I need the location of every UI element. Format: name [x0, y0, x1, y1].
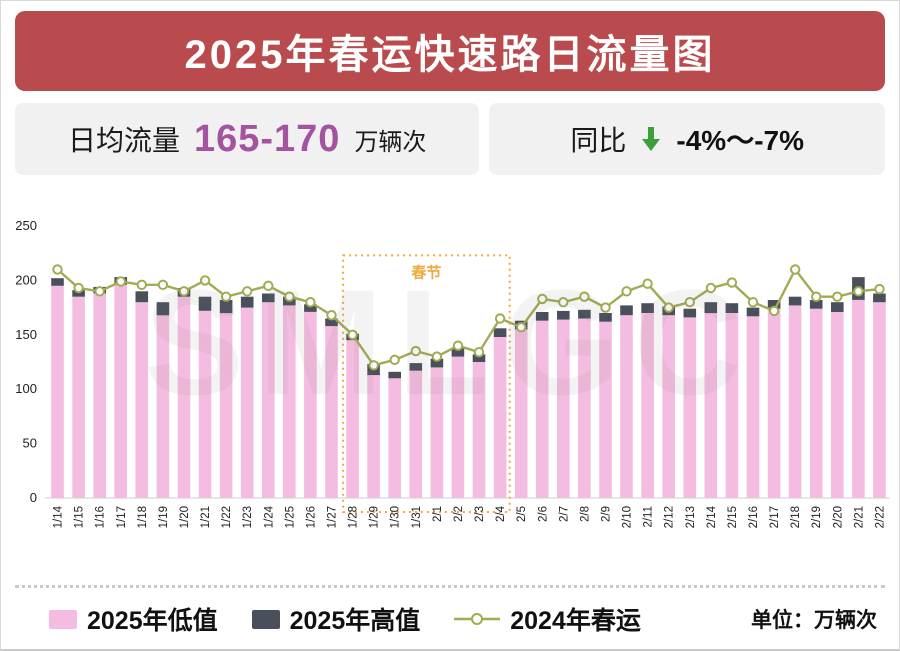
- svg-text:1/22: 1/22: [221, 506, 233, 528]
- dotted-divider: [15, 585, 885, 588]
- svg-text:1/24: 1/24: [263, 505, 275, 528]
- daily-flow-value: 165-170: [193, 117, 341, 160]
- svg-text:2/4: 2/4: [495, 505, 507, 522]
- yoy-value: -4%～-7%: [676, 125, 804, 156]
- svg-text:1/29: 1/29: [369, 506, 381, 528]
- svg-text:1/28: 1/28: [348, 506, 360, 528]
- x-axis-labels: 1/14 1/15 1/16 1/17 1/18 1/19 1/20 1/21 1/22 1/23…: [53, 505, 887, 528]
- svg-text:1/26: 1/26: [305, 506, 317, 528]
- svg-text:2/17: 2/17: [769, 506, 781, 528]
- svg-text:150: 150: [15, 327, 37, 342]
- svg-text:1/21: 1/21: [200, 506, 212, 528]
- svg-text:2/22: 2/22: [875, 506, 887, 528]
- svg-text:1/18: 1/18: [137, 506, 149, 528]
- legend: 2025年低值 2025年高值 2024年春运 单位：万辆次: [49, 601, 877, 637]
- svg-text:2/14: 2/14: [706, 505, 718, 528]
- svg-text:1/16: 1/16: [95, 506, 107, 528]
- svg-text:200: 200: [15, 272, 37, 287]
- svg-text:100: 100: [15, 381, 37, 396]
- svg-text:2/12: 2/12: [664, 506, 676, 528]
- svg-text:2/5: 2/5: [516, 506, 528, 522]
- svg-text:50: 50: [23, 436, 37, 451]
- svg-text:2/13: 2/13: [685, 506, 697, 528]
- legend-label-2025-low: 2025年低值: [87, 607, 218, 635]
- unit-label: 单位：万辆次: [751, 609, 877, 632]
- down-arrow-icon: [640, 126, 662, 152]
- stats-row: 日均流量 165-170 万辆次 同比 -4%～-7%: [15, 103, 885, 175]
- svg-text:2/19: 2/19: [811, 506, 823, 528]
- legend-label-2024: 2024年春运: [510, 607, 641, 635]
- svg-text:2/15: 2/15: [727, 506, 739, 528]
- y-axis-ticks: 0 50 100 150 200 250: [15, 218, 37, 505]
- svg-text:2/7: 2/7: [558, 506, 570, 522]
- svg-text:1/14: 1/14: [53, 505, 65, 528]
- yoy-label: 同比: [570, 125, 627, 156]
- svg-text:0: 0: [30, 490, 37, 505]
- svg-text:2/11: 2/11: [643, 506, 655, 528]
- svg-text:1/19: 1/19: [158, 506, 170, 528]
- stat-daily-flow: 日均流量 165-170 万辆次: [15, 103, 480, 175]
- svg-text:2/6: 2/6: [537, 506, 549, 522]
- chart-area: 0 50 100 150 200 250 春节 1/14 1/15 1/16 1/17 1/18 1/1…: [1, 201, 899, 579]
- daily-flow-label: 日均流量: [67, 125, 180, 156]
- svg-text:2/16: 2/16: [748, 506, 760, 528]
- spring-festival-box: [342, 254, 511, 514]
- line-2024: [56, 267, 880, 367]
- svg-text:2/2: 2/2: [453, 506, 465, 522]
- legend-item-2025-low: 2025年低值: [49, 601, 218, 637]
- svg-text:1/20: 1/20: [179, 506, 191, 528]
- spring-festival-label: 春节: [411, 263, 441, 281]
- legend-label-2025-high: 2025年高值: [289, 607, 421, 635]
- svg-text:2/1: 2/1: [432, 506, 444, 522]
- daily-flow-unit: 万辆次: [354, 128, 427, 156]
- svg-text:1/17: 1/17: [116, 506, 128, 528]
- svg-text:2/8: 2/8: [579, 506, 591, 522]
- svg-text:1/31: 1/31: [411, 506, 423, 528]
- svg-text:1/23: 1/23: [242, 506, 254, 528]
- stat-yoy: 同比 -4%～-7%: [489, 103, 885, 175]
- svg-text:1/15: 1/15: [74, 506, 86, 528]
- svg-text:2/9: 2/9: [601, 506, 613, 522]
- legend-item-2025-high: 2025年高值: [251, 601, 421, 637]
- legend-swatch-dark: [251, 609, 280, 629]
- svg-text:2/3: 2/3: [474, 506, 486, 522]
- svg-text:2/10: 2/10: [622, 506, 634, 528]
- svg-text:1/27: 1/27: [327, 506, 339, 528]
- legend-swatch-pink: [49, 609, 77, 629]
- legend-line-marker-icon: [454, 610, 501, 628]
- svg-text:1/25: 1/25: [284, 506, 296, 528]
- svg-text:1/30: 1/30: [390, 506, 402, 528]
- bars-2025: [51, 277, 886, 498]
- svg-text:250: 250: [15, 218, 37, 233]
- svg-text:2/18: 2/18: [790, 506, 802, 528]
- svg-text:2/20: 2/20: [832, 506, 844, 528]
- svg-text:2/21: 2/21: [853, 506, 865, 528]
- page-title: 2025年春运快速路日流量图: [15, 11, 885, 91]
- line-markers-2024: [52, 264, 885, 371]
- legend-item-2024-line: 2024年春运: [454, 601, 641, 637]
